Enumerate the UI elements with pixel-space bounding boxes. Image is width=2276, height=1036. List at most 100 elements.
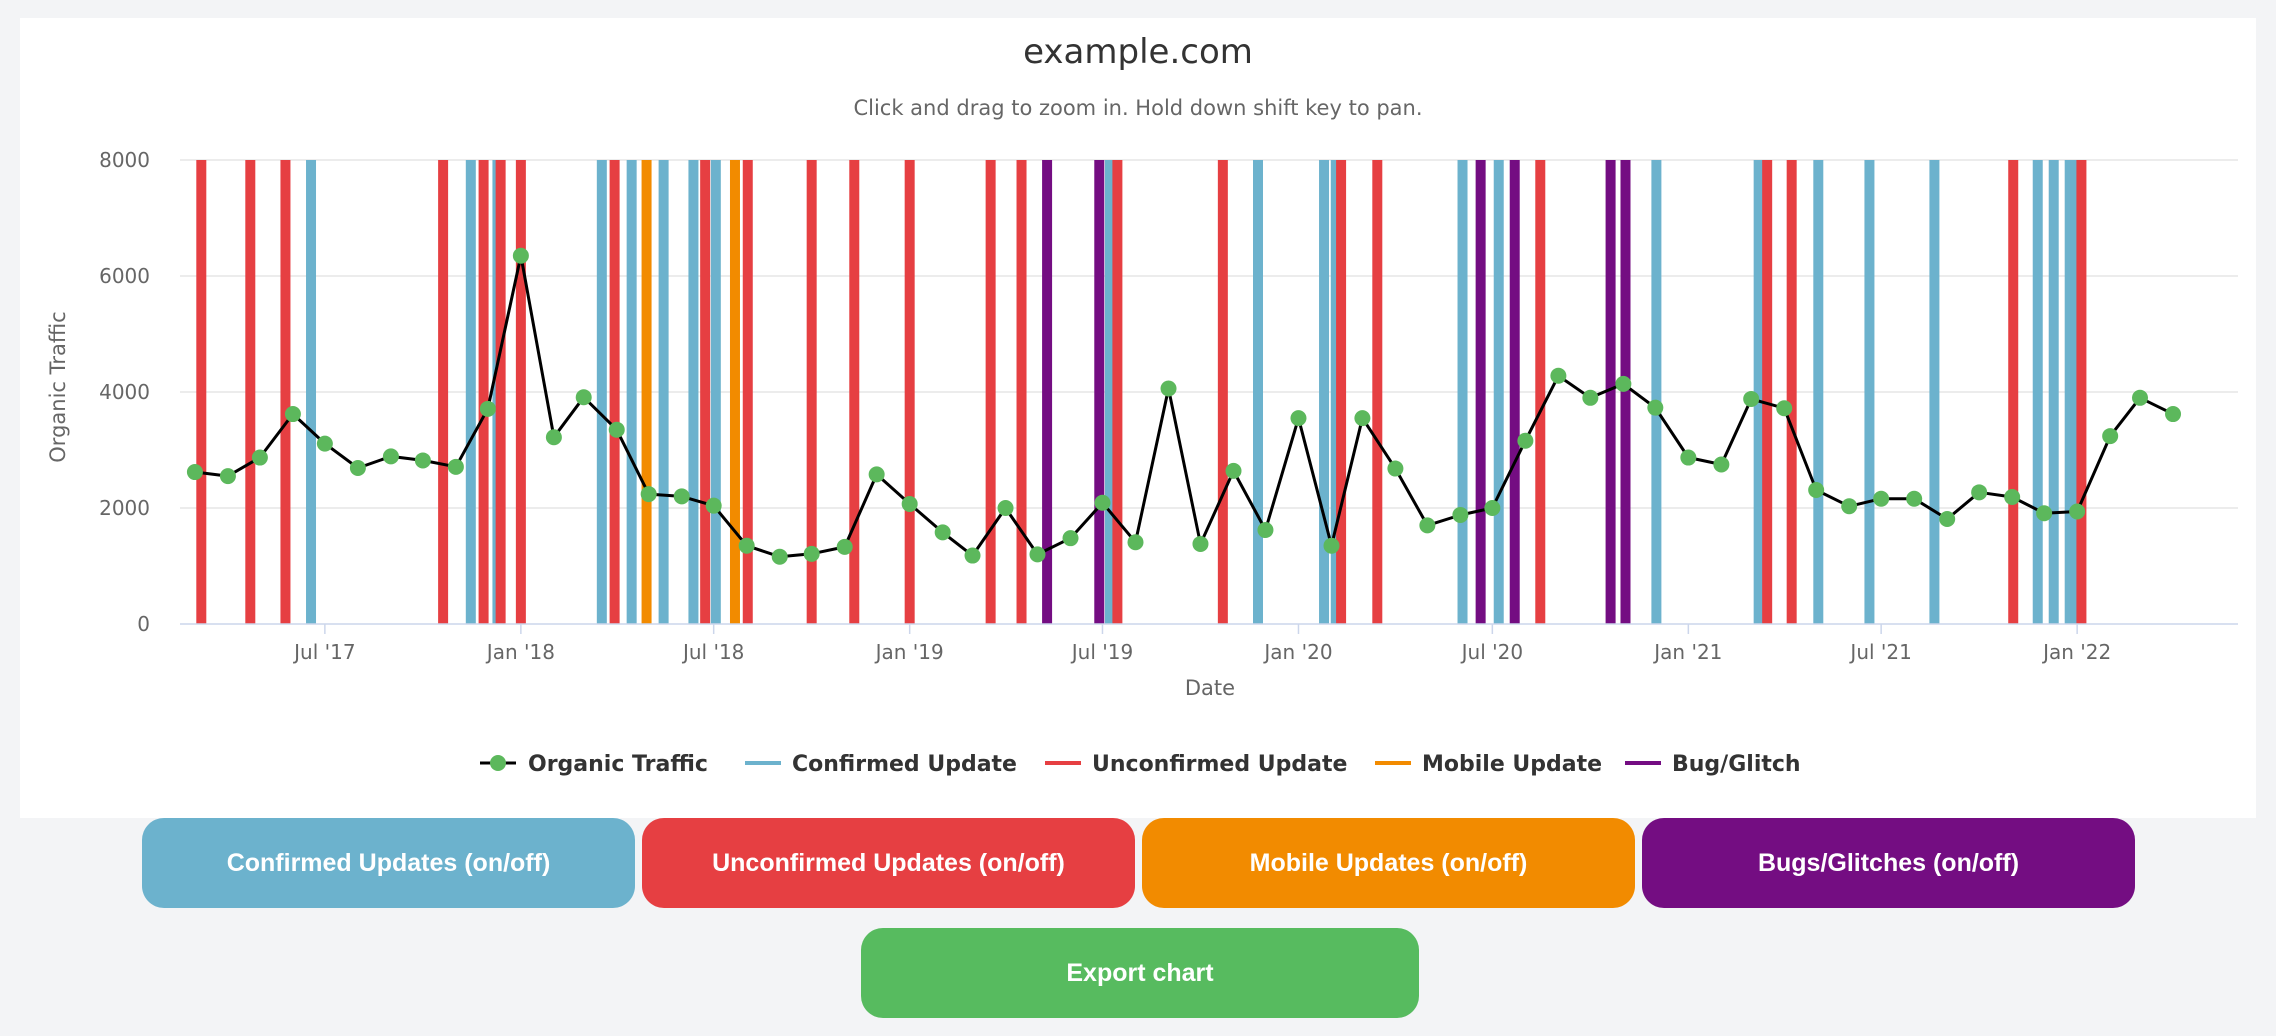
unconfirmed-update-bar[interactable] (1762, 160, 1773, 624)
unconfirmed-update-bar[interactable] (438, 160, 449, 624)
organic-traffic-point[interactable] (1808, 482, 1825, 499)
unconfirmed-update-bar[interactable] (515, 160, 526, 624)
organic-traffic-point[interactable] (1582, 389, 1599, 406)
organic-traffic-point[interactable] (1743, 390, 1760, 407)
organic-traffic-point[interactable] (1647, 399, 1664, 416)
unconfirmed-update-bar[interactable] (985, 160, 996, 624)
legend-item-organic-traffic[interactable]: Organic Traffic (480, 752, 708, 777)
organic-traffic-point[interactable] (479, 400, 496, 417)
organic-traffic-point[interactable] (382, 448, 399, 465)
organic-traffic-point[interactable] (1939, 511, 1956, 528)
organic-traffic-point[interactable] (964, 547, 981, 564)
organic-traffic-point[interactable] (673, 488, 690, 505)
chart-svg[interactable]: 0 2000 4000 6000 8000 Jul '17 Jan '18 Jul '18 Ja… (20, 18, 2256, 818)
mobile-update-bar[interactable] (729, 160, 740, 624)
organic-traffic-point[interactable] (2102, 428, 2119, 445)
organic-traffic-point[interactable] (1387, 460, 1404, 477)
confirmed-update-bar[interactable] (596, 160, 607, 624)
organic-traffic-point[interactable] (1971, 484, 1988, 501)
confirmed-update-bar[interactable] (2068, 160, 2079, 624)
bug-update-bar[interactable] (1094, 160, 1105, 624)
confirmed-update-bar[interactable] (2048, 160, 2059, 624)
confirmed-updates-toggle-button[interactable]: Confirmed Updates (on/off) (142, 818, 635, 908)
unconfirmed-update-bar[interactable] (478, 160, 489, 624)
organic-traffic-point[interactable] (1029, 546, 1046, 563)
confirmed-update-bar[interactable] (2032, 160, 2043, 624)
unconfirmed-update-bar[interactable] (849, 160, 860, 624)
organic-traffic-point[interactable] (1550, 367, 1567, 384)
confirmed-update-bar[interactable] (626, 160, 637, 624)
unconfirmed-update-bar[interactable] (700, 160, 711, 624)
confirmed-update-bar[interactable] (1457, 160, 1468, 624)
organic-traffic-point[interactable] (575, 389, 592, 406)
organic-traffic-point[interactable] (608, 421, 625, 438)
organic-traffic-point[interactable] (2036, 505, 2053, 522)
organic-traffic-point[interactable] (251, 449, 268, 466)
organic-traffic-point[interactable] (512, 247, 529, 264)
unconfirmed-update-bar[interactable] (245, 160, 256, 624)
organic-traffic-point[interactable] (1452, 506, 1469, 523)
organic-traffic-point[interactable] (738, 537, 755, 554)
legend-item-confirmed-update[interactable]: Confirmed Update (745, 752, 1017, 777)
organic-traffic-point[interactable] (1713, 456, 1730, 473)
confirmed-update-bar[interactable] (1929, 160, 1940, 624)
organic-traffic-point[interactable] (1615, 375, 1632, 392)
bug-update-bar[interactable] (1475, 160, 1486, 624)
bug-update-bar[interactable] (1605, 160, 1616, 624)
organic-traffic-point[interactable] (705, 497, 722, 514)
organic-traffic-point[interactable] (1062, 530, 1079, 547)
unconfirmed-update-bar[interactable] (806, 160, 817, 624)
confirmed-update-bar[interactable] (1330, 160, 1341, 624)
organic-traffic-point[interactable] (640, 486, 657, 503)
confirmed-update-bar[interactable] (1319, 160, 1330, 624)
mobile-update-bar[interactable] (641, 160, 652, 624)
bug-update-bar[interactable] (1042, 160, 1053, 624)
confirmed-update-bar[interactable] (1253, 160, 1263, 624)
organic-traffic-point[interactable] (934, 524, 951, 541)
organic-traffic-point[interactable] (2132, 389, 2148, 406)
confirmed-update-bar[interactable] (1104, 160, 1115, 624)
unconfirmed-update-bar[interactable] (2076, 160, 2087, 624)
unconfirmed-update-bar[interactable] (1372, 160, 1383, 624)
confirmed-update-bar[interactable] (1753, 160, 1764, 624)
unconfirmed-update-bar[interactable] (2008, 160, 2019, 624)
organic-traffic-point[interactable] (316, 435, 333, 452)
organic-traffic-point[interactable] (1257, 522, 1274, 539)
unconfirmed-update-bar[interactable] (196, 160, 207, 624)
organic-traffic-point[interactable] (1906, 490, 1923, 507)
unconfirmed-update-bar[interactable] (1535, 160, 1546, 624)
unconfirmed-update-bar[interactable] (742, 160, 753, 624)
unconfirmed-update-bar[interactable] (1016, 160, 1027, 624)
unconfirmed-update-bar[interactable] (904, 160, 915, 624)
organic-traffic-point[interactable] (1419, 517, 1436, 534)
organic-traffic-point[interactable] (997, 500, 1014, 516)
unconfirmed-update-bar[interactable] (1336, 160, 1347, 624)
confirmed-update-bar[interactable] (1651, 160, 1662, 624)
legend-item-unconfirmed-update[interactable]: Unconfirmed Update (1045, 752, 1347, 777)
confirmed-update-bar[interactable] (688, 160, 699, 624)
confirmed-update-bar[interactable] (658, 160, 669, 624)
organic-traffic-point[interactable] (803, 545, 820, 562)
organic-traffic-point[interactable] (836, 538, 853, 555)
confirmed-update-bar[interactable] (465, 160, 476, 624)
organic-traffic-point[interactable] (1354, 410, 1371, 427)
confirmed-update-bar[interactable] (1813, 160, 1824, 624)
organic-traffic-point[interactable] (545, 429, 562, 446)
organic-traffic-point[interactable] (1192, 535, 1209, 552)
organic-traffic-point[interactable] (1094, 494, 1111, 511)
organic-traffic-point[interactable] (447, 458, 464, 475)
organic-traffic-point[interactable] (901, 495, 918, 512)
organic-traffic-point[interactable] (1517, 432, 1534, 449)
organic-traffic-point[interactable] (414, 452, 431, 469)
unconfirmed-update-bar[interactable] (495, 160, 506, 624)
organic-traffic-point[interactable] (1290, 410, 1307, 427)
bugs-glitches-toggle-button[interactable]: Bugs/Glitches (on/off) (1642, 818, 2135, 908)
mobile-updates-toggle-button[interactable]: Mobile Updates (on/off) (1142, 818, 1635, 908)
organic-traffic-point[interactable] (1680, 449, 1697, 466)
organic-traffic-point[interactable] (771, 548, 788, 565)
bug-update-bar[interactable] (1509, 160, 1520, 624)
unconfirmed-updates-toggle-button[interactable]: Unconfirmed Updates (on/off) (642, 818, 1135, 908)
unconfirmed-update-bar[interactable] (280, 160, 291, 624)
organic-traffic-point[interactable] (1323, 537, 1340, 554)
unconfirmed-update-bar[interactable] (1786, 160, 1797, 624)
